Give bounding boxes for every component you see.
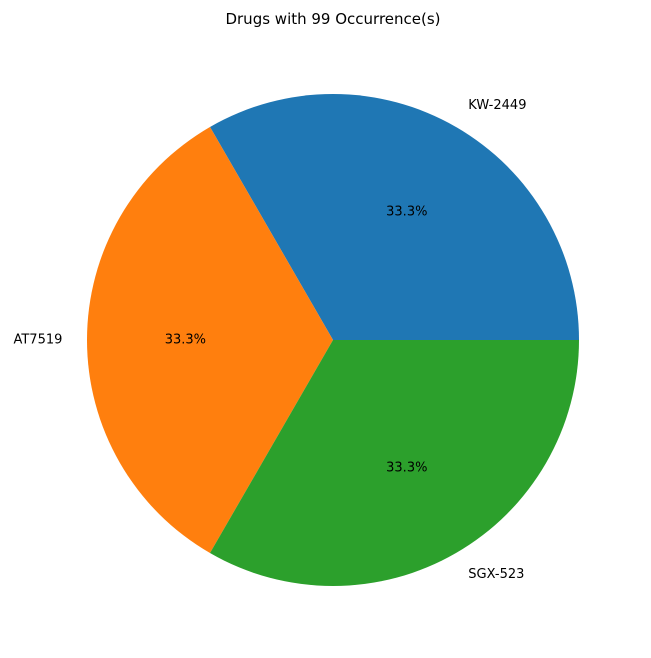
slice-label-at7519: AT7519	[13, 333, 62, 348]
slice-label-kw-2449: KW-2449	[468, 98, 526, 113]
slice-label-sgx-523: SGX-523	[468, 567, 524, 582]
chart-title: Drugs with 99 Occurrence(s)	[225, 10, 440, 28]
percent-label-at7519: 33.3%	[165, 333, 206, 348]
percent-label-sgx-523: 33.3%	[386, 460, 427, 475]
pie-slices	[87, 94, 579, 586]
percent-label-kw-2449: 33.3%	[386, 205, 427, 220]
